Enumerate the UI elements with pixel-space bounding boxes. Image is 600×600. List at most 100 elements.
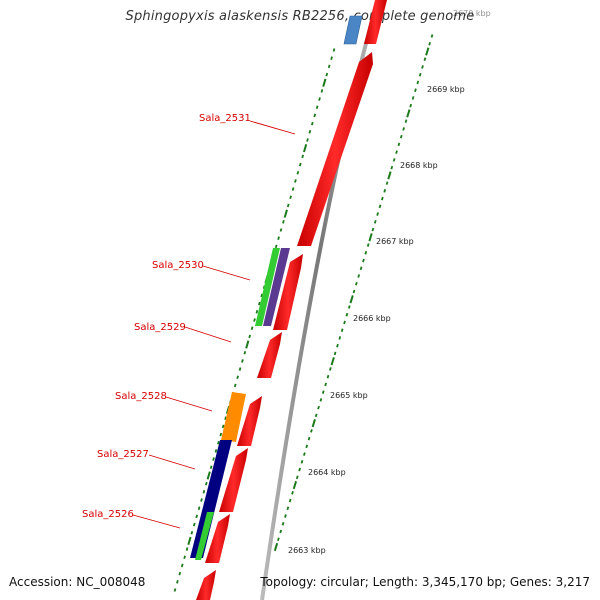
outer-tick-23 (376, 212, 379, 216)
forward-gene-bottom[interactable] (196, 570, 216, 600)
outer-tick-56 (298, 467, 301, 472)
outer-tick-43 (329, 367, 332, 371)
kbp-tick-labels: 2670 kbp 2669 kbp 2668 kbp 2667 kbp 2666… (288, 9, 491, 555)
inner-tick-0 (332, 48, 336, 52)
inner-tick-5 (320, 89, 324, 93)
forward-gene-sala-2527[interactable] (219, 448, 248, 512)
outer-tick-16 (392, 158, 396, 162)
inner-tick-1 (330, 56, 333, 60)
inner-tick-38 (241, 359, 244, 363)
inner-tick-63 (180, 563, 184, 568)
inner-tick-51 (209, 465, 213, 470)
outer-tick-55 (300, 460, 304, 464)
outer-tick-62 (284, 514, 287, 518)
inner-tick-9 (311, 121, 314, 126)
inner-tick-54 (202, 490, 206, 494)
tick-label-2670: 2670 kbp (453, 9, 491, 18)
inner-tick-16 (294, 179, 297, 183)
inner-tick-32 (255, 310, 259, 314)
outer-tick-57 (295, 475, 299, 480)
inner-tick-36 (245, 340, 250, 349)
inner-tick-17 (291, 187, 295, 191)
outer-tick-7 (414, 88, 417, 92)
forward-gene-top[interactable] (364, 0, 387, 44)
inner-tick-23 (277, 236, 280, 240)
inner-tick-64 (178, 571, 182, 576)
outer-tick-53 (305, 444, 309, 449)
gene-label-sala-2529: Sala_2529 (134, 322, 186, 333)
inner-tick-18 (289, 195, 292, 200)
forward-strand-genes (196, 0, 387, 600)
inner-tick-10 (308, 130, 312, 134)
outer-tick-35 (347, 305, 351, 309)
outer-tick-20 (383, 189, 387, 193)
outer-tick-12 (402, 127, 405, 131)
reverse-gene-green-2530[interactable] (255, 248, 280, 326)
outer-tick-63 (281, 521, 285, 526)
forward-gene-sala-2528[interactable] (237, 396, 262, 446)
inner-tick-13 (301, 154, 304, 159)
outer-tick-46 (321, 390, 325, 394)
outer-tick-13 (399, 134, 403, 139)
inner-tick-39 (238, 367, 242, 371)
reverse-gene-purple-2530[interactable] (263, 248, 290, 326)
outer-tick-0 (430, 34, 434, 38)
outer-tick-50 (311, 419, 316, 428)
forward-gene-sala-2530[interactable] (273, 254, 303, 330)
tick-label-2664: 2664 kbp (308, 468, 346, 477)
inner-tick-52 (206, 471, 211, 480)
outer-tick-27 (366, 243, 370, 247)
outer-tick-18 (387, 171, 392, 180)
outer-tick-58 (292, 480, 298, 490)
outer-tick-66 (273, 542, 279, 552)
outer-tick-37 (343, 320, 346, 325)
topology-text: Topology: circular; Length: 3,345,170 bp… (260, 575, 590, 589)
inner-tick-58 (192, 522, 196, 527)
outer-tick-40 (336, 343, 339, 348)
inner-tick-45 (224, 416, 227, 420)
tick-label-2666: 2666 kbp (353, 314, 391, 323)
reverse-gene-navy-2527[interactable] (190, 440, 232, 558)
inner-tick-34 (250, 326, 254, 330)
inner-tick-24 (274, 244, 278, 249)
inner-tick-60 (187, 536, 192, 546)
inner-tick-15 (296, 170, 300, 175)
gene-label-sala-2531: Sala_2531 (199, 113, 251, 124)
forward-gene-sala-2531[interactable] (297, 52, 373, 246)
gene-labels: Sala_2531 Sala_2530 Sala_2529 Sala_2528 … (82, 113, 296, 529)
inner-tick-55 (200, 498, 203, 502)
outer-tick-49 (314, 413, 318, 418)
reverse-strand-genes (190, 15, 363, 560)
inner-tick-22 (279, 228, 283, 232)
inner-tick-12 (303, 144, 308, 153)
outer-tick-45 (324, 382, 327, 387)
inner-tick-56 (197, 506, 201, 510)
inner-tick-35 (248, 334, 251, 339)
inner-tick-7 (315, 105, 319, 110)
reverse-gene-green-2526[interactable] (195, 512, 214, 560)
inner-tick-59 (190, 530, 194, 535)
outer-tick-64 (279, 529, 283, 534)
outer-tick-25 (371, 227, 375, 232)
outer-tick-39 (338, 336, 342, 340)
outer-tick-29 (362, 258, 365, 263)
forward-gene-sala-2529[interactable] (257, 332, 282, 378)
inner-tick-21 (282, 220, 285, 224)
reverse-gene-light-blue[interactable] (343, 15, 363, 45)
outer-tick-32 (355, 281, 358, 286)
outer-tick-9 (409, 103, 413, 108)
outer-tick-5 (418, 72, 422, 77)
reverse-gene-orange-2528[interactable] (221, 392, 246, 442)
inner-tick-2 (327, 64, 331, 69)
outer-tick-30 (359, 266, 363, 271)
forward-gene-sala-2526[interactable] (205, 514, 230, 563)
inner-tick-6 (318, 97, 321, 101)
inner-tick-49 (214, 449, 218, 453)
outer-tick-51 (310, 429, 313, 433)
gene-label-sala-2530: Sala_2530 (152, 260, 204, 271)
inner-tick-47 (219, 432, 223, 437)
inner-tick-57 (195, 514, 198, 519)
inner-tick-14 (298, 162, 302, 167)
tick-label-2667: 2667 kbp (376, 237, 414, 246)
inner-tick-20 (283, 209, 288, 218)
